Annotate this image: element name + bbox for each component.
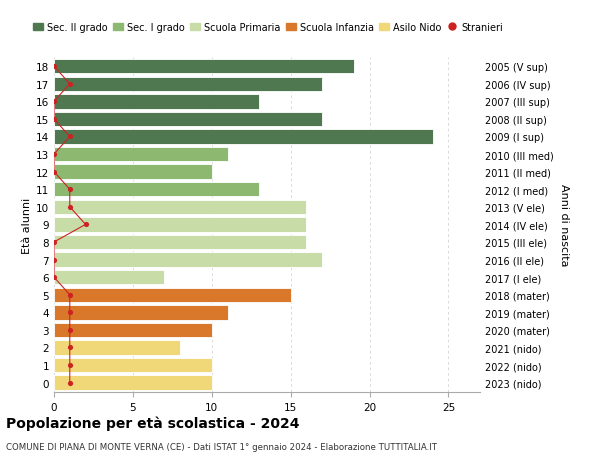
Legend: Sec. II grado, Sec. I grado, Scuola Primaria, Scuola Infanzia, Asilo Nido, Stran: Sec. II grado, Sec. I grado, Scuola Prim…: [29, 19, 506, 36]
Bar: [54, 130, 433, 145]
Point: [49, 274, 59, 281]
Point: [65, 309, 74, 316]
Bar: [54, 183, 259, 197]
Bar: [54, 358, 212, 372]
Bar: [54, 270, 164, 285]
Point: [49, 168, 59, 176]
Bar: [54, 218, 307, 232]
Point: [49, 116, 59, 123]
Text: Popolazione per età scolastica - 2024: Popolazione per età scolastica - 2024: [6, 415, 299, 430]
Bar: [54, 112, 322, 127]
Point: [49, 63, 59, 71]
Bar: [54, 60, 354, 74]
Y-axis label: Anni di nascita: Anni di nascita: [559, 184, 569, 266]
Point: [49, 151, 59, 158]
Bar: [54, 95, 259, 109]
Point: [49, 239, 59, 246]
Point: [65, 204, 74, 211]
Bar: [54, 147, 227, 162]
Bar: [54, 253, 322, 267]
Bar: [54, 200, 307, 214]
Y-axis label: Età alunni: Età alunni: [22, 197, 32, 253]
Point: [49, 98, 59, 106]
Point: [65, 362, 74, 369]
Point: [65, 379, 74, 386]
Point: [81, 221, 91, 229]
Bar: [54, 165, 212, 179]
Bar: [54, 323, 212, 337]
Point: [49, 256, 59, 263]
Bar: [54, 78, 322, 92]
Bar: [54, 341, 180, 355]
Point: [65, 326, 74, 334]
Point: [65, 81, 74, 88]
Bar: [54, 305, 227, 320]
Bar: [54, 375, 212, 390]
Point: [65, 344, 74, 352]
Point: [65, 291, 74, 299]
Bar: [54, 235, 307, 250]
Point: [65, 186, 74, 194]
Point: [65, 134, 74, 141]
Bar: [54, 288, 290, 302]
Text: COMUNE DI PIANA DI MONTE VERNA (CE) - Dati ISTAT 1° gennaio 2024 - Elaborazione : COMUNE DI PIANA DI MONTE VERNA (CE) - Da…: [6, 442, 437, 451]
